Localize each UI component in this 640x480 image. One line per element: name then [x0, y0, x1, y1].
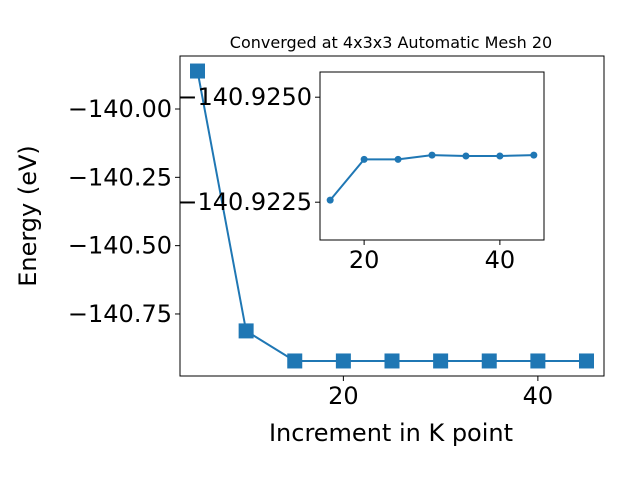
marker: [287, 353, 303, 369]
marker: [433, 353, 449, 369]
marker: [496, 152, 504, 160]
x-tick-label: 40: [523, 382, 554, 410]
y-tick-label: −140.9225: [177, 188, 312, 216]
marker: [326, 196, 334, 204]
marker: [335, 353, 351, 369]
y-axis-label: Energy (eV): [14, 145, 42, 287]
y-tick-label: −140.25: [68, 163, 172, 191]
chart-title: Converged at 4x3x3 Automatic Mesh 20: [230, 33, 552, 52]
y-tick-label: −140.00: [68, 95, 172, 123]
y-tick-label: −140.75: [68, 300, 172, 328]
y-tick-label: −140.9250: [177, 83, 312, 111]
marker: [360, 155, 368, 163]
x-axis-label: Increment in K point: [269, 419, 513, 447]
y-tick-label: −140.50: [68, 232, 172, 260]
marker: [190, 63, 206, 79]
marker: [394, 155, 402, 163]
x-tick-label: 20: [349, 246, 380, 274]
x-tick-label: 40: [485, 246, 516, 274]
marker: [481, 353, 497, 369]
marker: [530, 151, 538, 159]
x-tick-label: 20: [328, 382, 359, 410]
marker: [238, 323, 254, 339]
marker: [578, 353, 594, 369]
marker: [462, 152, 470, 160]
marker: [428, 151, 436, 159]
marker: [530, 353, 546, 369]
marker: [384, 353, 400, 369]
